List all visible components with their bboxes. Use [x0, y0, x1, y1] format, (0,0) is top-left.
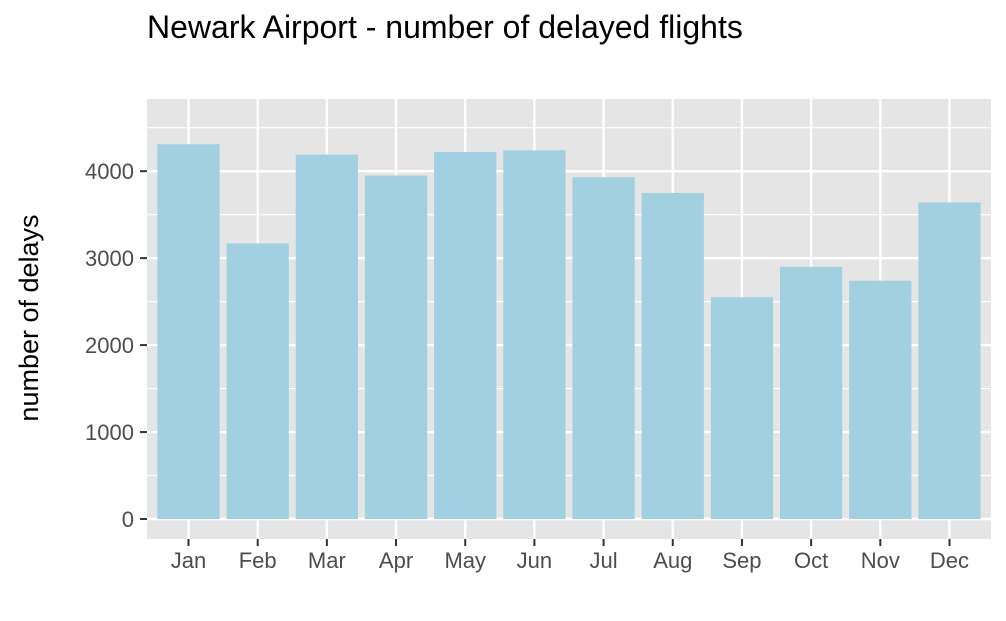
- x-tick-label: Apr: [379, 548, 413, 573]
- x-tick-label: May: [444, 548, 486, 573]
- y-tick-label: 1000: [85, 420, 134, 445]
- x-tick-label: Jul: [590, 548, 618, 573]
- bar-dec: [918, 202, 981, 519]
- bar-jan: [157, 144, 220, 519]
- x-tick-label: Jan: [171, 548, 206, 573]
- bar-jun: [503, 150, 566, 519]
- bars: [157, 144, 981, 520]
- bar-feb: [226, 243, 289, 519]
- bar-mar: [295, 154, 358, 520]
- y-axis-title: number of delays: [14, 214, 44, 421]
- x-tick-label: Sep: [722, 548, 761, 573]
- y-tick-label: 3000: [85, 246, 134, 271]
- x-axis: Jan Feb Mar Apr May Jun Jul Aug Sep Oct Nov Dec: [171, 539, 969, 573]
- x-tick-label: Oct: [794, 548, 828, 573]
- y-axis: 0 1000 2000 3000 4000: [85, 159, 147, 532]
- y-tick-label: 0: [122, 507, 134, 532]
- x-tick-label: Jun: [517, 548, 552, 573]
- x-tick-label: Dec: [930, 548, 969, 573]
- bar-sep: [710, 297, 774, 519]
- bar-may: [434, 152, 497, 520]
- y-tick-label: 2000: [85, 333, 134, 358]
- x-tick-label: Nov: [861, 548, 900, 573]
- chart-title: Newark Airport - number of delayed fligh…: [147, 9, 743, 45]
- bar-oct: [780, 266, 843, 519]
- x-tick-label: Aug: [653, 548, 692, 573]
- x-tick-label: Feb: [239, 548, 277, 573]
- x-tick-label: Mar: [308, 548, 346, 573]
- y-tick-label: 4000: [85, 159, 134, 184]
- bar-jul: [572, 177, 635, 519]
- bar-nov: [849, 280, 912, 519]
- bar-apr: [364, 175, 428, 520]
- bar-aug: [641, 192, 704, 520]
